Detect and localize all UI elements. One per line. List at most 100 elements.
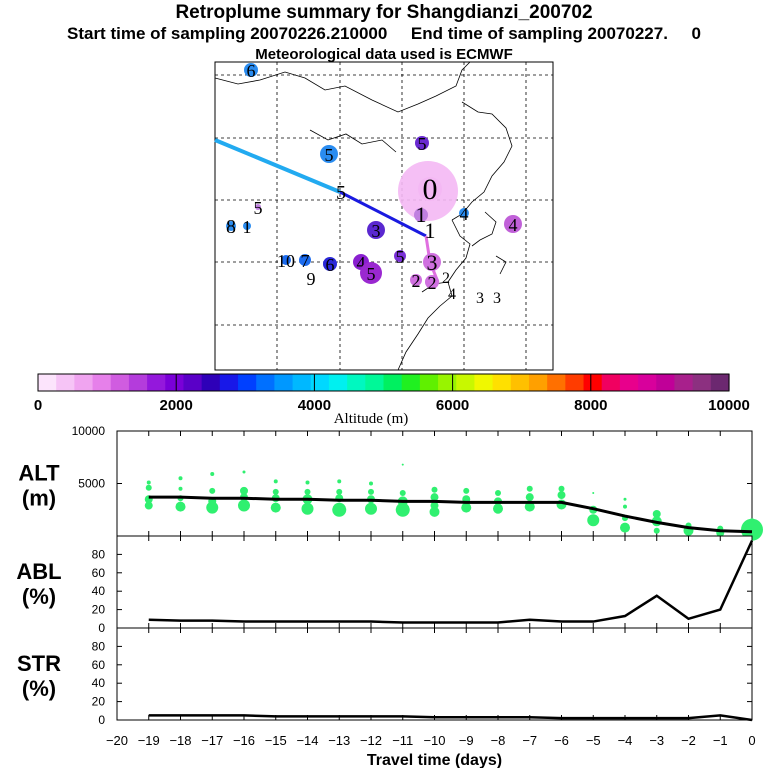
colorbar-swatch xyxy=(492,374,512,391)
map-marker-label: 5 xyxy=(254,198,263,218)
alt-scatter-point xyxy=(144,501,153,510)
alt-scatter-point xyxy=(336,488,343,495)
map-marker-label: 3 xyxy=(476,290,484,307)
alt-scatter-point xyxy=(301,502,314,515)
y-tick-label: 10000 xyxy=(72,424,106,438)
alt-scatter-point xyxy=(240,486,248,495)
alt-scatter-point xyxy=(652,509,661,518)
colorbar-swatch xyxy=(128,374,148,391)
x-tick-label: −3 xyxy=(649,733,664,748)
y-tick-label: 40 xyxy=(92,584,106,598)
colorbar-swatch xyxy=(438,374,457,391)
map-marker-label: 5 xyxy=(396,247,405,267)
colorbar-swatch xyxy=(310,374,330,391)
map-marker-dot xyxy=(410,274,422,286)
alt-scatter-point xyxy=(304,488,311,495)
alt-scatter-point xyxy=(332,502,347,517)
map-marker-label: 1 xyxy=(425,218,436,243)
map-marker-dot xyxy=(459,208,469,218)
map-marker-dot xyxy=(255,204,261,210)
colorbar-swatch xyxy=(238,374,257,391)
x-tick-label: −8 xyxy=(491,733,506,748)
map-marker-dot xyxy=(367,221,385,239)
str-panel: 0 20 40 60 80 STR(%) xyxy=(17,627,753,727)
colorbar-tick-label: 6000 xyxy=(436,397,469,414)
alt-scatter-point xyxy=(623,497,627,501)
map-marker-dot xyxy=(360,262,382,284)
colorbar-swatch xyxy=(601,374,621,391)
map-coastline xyxy=(471,211,497,247)
alt-scatter-point xyxy=(273,479,278,484)
alt-scatter-point xyxy=(461,502,472,513)
panel-frame xyxy=(116,627,753,721)
map-marker-dot xyxy=(226,221,236,231)
alt-scatter-point xyxy=(210,472,215,477)
alt-scatter-point xyxy=(430,493,439,502)
map-marker-label: 5 xyxy=(325,145,334,165)
panel-ylabel: (m) xyxy=(22,486,56,511)
colorbar-swatch xyxy=(147,374,166,391)
x-tick-label: 0 xyxy=(748,733,755,748)
figure-title: Retroplume summary for Shangdianzi_20070… xyxy=(175,2,593,23)
panel-ylabel: STR xyxy=(17,651,61,676)
map-marker-dot xyxy=(504,215,522,233)
panel-ylabel: ALT xyxy=(18,461,60,486)
map-marker-dot xyxy=(423,253,441,271)
map-marker-label: 6 xyxy=(326,255,335,275)
alt-scatter-point xyxy=(242,470,246,474)
map-marker-label: 3 xyxy=(427,250,438,275)
map-marker-label: 4 xyxy=(509,215,518,235)
colorbar-swatch xyxy=(419,374,439,391)
x-tick-label: −9 xyxy=(459,733,474,748)
map-marker-label: 5 xyxy=(418,134,427,154)
map-marker-label: 7 xyxy=(301,251,310,271)
y-tick-label: 0 xyxy=(98,713,105,727)
x-tick-label: −10 xyxy=(423,733,445,748)
y-tick-label: 60 xyxy=(92,658,106,672)
alt-scatter-point xyxy=(524,501,535,512)
alt-panel: 5000 10000 ALT(m) xyxy=(18,424,763,541)
alt-scatter-point xyxy=(525,493,534,502)
alt-scatter-point xyxy=(368,488,374,495)
y-tick-label: 20 xyxy=(92,603,106,617)
colorbar-swatch xyxy=(328,374,348,391)
panel-ylabel: (%) xyxy=(22,676,56,701)
alt-scatter-point xyxy=(587,514,600,527)
alt-median-line xyxy=(148,495,753,534)
map-marker-label: 10 xyxy=(277,251,295,271)
colorbar-swatch xyxy=(38,374,57,391)
map-marker-label: 0 xyxy=(423,173,438,206)
alt-scatter-point xyxy=(395,502,410,517)
colorbar-swatch xyxy=(692,374,712,391)
x-tick-label: −4 xyxy=(618,733,633,748)
colorbar-swatch xyxy=(365,374,385,391)
x-tick-label: −6 xyxy=(554,733,569,748)
colorbar-swatch xyxy=(401,374,421,391)
colorbar-swatch xyxy=(565,374,585,391)
colorbar-swatch xyxy=(165,374,185,391)
map-marker-label: 4 xyxy=(460,204,469,224)
x-tick-label: −16 xyxy=(233,733,255,748)
panel-ylabel: ABL xyxy=(16,559,61,584)
map-marker-dot xyxy=(299,254,311,266)
colorbar-swatch xyxy=(656,374,676,391)
colorbar-swatch xyxy=(347,374,366,391)
colorbar-swatch xyxy=(74,374,94,391)
altitude-colorbar: 0 2000 4000 6000 8000 10000 Altitude (m) xyxy=(34,373,750,427)
colorbar-swatch xyxy=(547,374,566,391)
map-marker-label: 6 xyxy=(247,61,256,81)
colorbar-tick-label: 0 xyxy=(34,397,42,414)
alt-scatter-point xyxy=(337,479,342,484)
map-marker-label: 4 xyxy=(357,253,366,273)
colorbar-swatch xyxy=(56,374,75,391)
colorbar-tick-label: 10000 xyxy=(708,397,750,414)
alt-scatter-point xyxy=(430,501,439,510)
x-tick-label: −11 xyxy=(392,733,413,748)
x-tick-label: −7 xyxy=(522,733,537,748)
alt-scatter-point xyxy=(272,488,279,495)
alt-scatter-point xyxy=(178,486,183,491)
colorbar-swatch xyxy=(456,374,476,391)
map-marker-dot xyxy=(323,257,337,271)
